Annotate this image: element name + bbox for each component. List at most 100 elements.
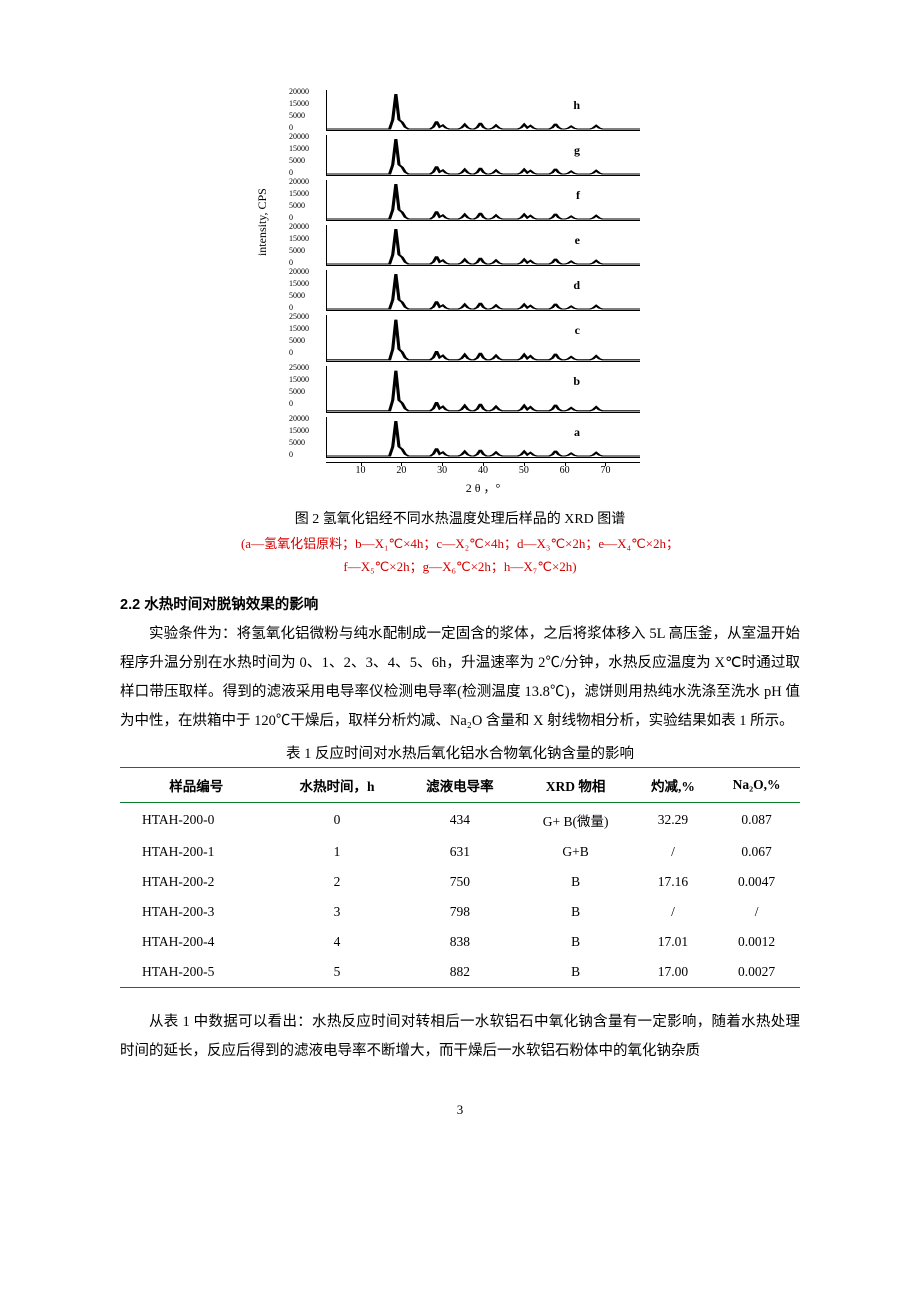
col-id: 样品编号 xyxy=(120,767,273,802)
xrd-panel-g: g200001500050000 xyxy=(326,135,640,176)
y-tick: 20000 xyxy=(289,88,309,96)
figure-legend-line2: f—X₅℃×2h；g—X₆℃×2h；h—X₇℃×2h) xyxy=(120,555,800,578)
paragraph-1: 实验条件为：将氢氧化铝微粉与纯水配制成一定固含的浆体，之后将浆体移入 5L 高压… xyxy=(120,620,800,736)
table-row: HTAH-200-55882B17.000.0027 xyxy=(120,957,800,988)
table-cell: 0.0047 xyxy=(713,867,800,897)
table-cell: G+ B(微量) xyxy=(518,802,632,837)
y-tick: 15000 xyxy=(289,427,309,435)
table-cell: HTAH-200-5 xyxy=(120,957,273,988)
col-time: 水热时间，h xyxy=(273,767,402,802)
table-cell: 32.29 xyxy=(633,802,713,837)
table-cell: 17.00 xyxy=(633,957,713,988)
col-phase: XRD 物相 xyxy=(518,767,632,802)
table-cell: / xyxy=(633,837,713,867)
y-tick: 15000 xyxy=(289,376,309,384)
table-cell: 0.0012 xyxy=(713,927,800,957)
y-tick: 0 xyxy=(289,349,293,357)
table-cell: HTAH-200-0 xyxy=(120,802,273,837)
x-axis: 102030405060702 θ ，° xyxy=(326,462,640,491)
y-tick: 5000 xyxy=(289,292,305,300)
x-tick: 30 xyxy=(437,465,447,476)
table-cell: B xyxy=(518,897,632,927)
y-tick: 5000 xyxy=(289,202,305,210)
section-title: 水热时间对脱钠效果的影响 xyxy=(144,597,318,613)
table-cell: 4 xyxy=(273,927,402,957)
table-cell: 434 xyxy=(401,802,518,837)
paragraph-2: 从表 1 中数据可以看出：水热反应时间对转相后一水软铝石中氧化钠含量有一定影响，… xyxy=(120,1008,800,1066)
y-tick: 0 xyxy=(289,400,293,408)
table-cell: 0.087 xyxy=(713,802,800,837)
y-tick: 20000 xyxy=(289,415,309,423)
y-tick: 5000 xyxy=(289,439,305,447)
y-tick: 15000 xyxy=(289,235,309,243)
table-cell: 0.0027 xyxy=(713,957,800,988)
col-cond: 滤液电导率 xyxy=(401,767,518,802)
table-cell: G+B xyxy=(518,837,632,867)
y-tick: 0 xyxy=(289,124,293,132)
table-cell: 750 xyxy=(401,867,518,897)
xrd-panel-c: c250001500050000 xyxy=(326,315,640,362)
section-number: 2.2 xyxy=(120,597,140,613)
page: intensity, CPS h200001500050000g20000150… xyxy=(0,0,920,1158)
xrd-figure: intensity, CPS h200001500050000g20000150… xyxy=(280,90,640,490)
table-cell: 17.16 xyxy=(633,867,713,897)
y-tick: 20000 xyxy=(289,178,309,186)
table-row: HTAH-200-33798B// xyxy=(120,897,800,927)
xrd-panel-a: a200001500050000 xyxy=(326,417,640,458)
page-number: 3 xyxy=(120,1102,800,1118)
figure-legend-line1: (a—氢氧化铝原料；b—X₁℃×4h；c—X₂℃×4h；d—X₃℃×2h；e—X… xyxy=(120,532,800,555)
y-axis-label: intensity, CPS xyxy=(255,188,270,256)
x-tick: 50 xyxy=(519,465,529,476)
y-tick: 0 xyxy=(289,451,293,459)
table-cell: 2 xyxy=(273,867,402,897)
table-cell: 631 xyxy=(401,837,518,867)
table-cell: B xyxy=(518,867,632,897)
y-tick: 0 xyxy=(289,169,293,177)
table-cell: HTAH-200-1 xyxy=(120,837,273,867)
x-tick: 10 xyxy=(356,465,366,476)
col-loi: 灼减,% xyxy=(633,767,713,802)
table-row: HTAH-200-00434G+ B(微量)32.290.087 xyxy=(120,802,800,837)
table-cell: HTAH-200-3 xyxy=(120,897,273,927)
y-tick: 5000 xyxy=(289,112,305,120)
table-row: HTAH-200-22750B17.160.0047 xyxy=(120,867,800,897)
table-cell: / xyxy=(633,897,713,927)
table-cell: 798 xyxy=(401,897,518,927)
table-cell: / xyxy=(713,897,800,927)
y-tick: 5000 xyxy=(289,157,305,165)
table-cell: HTAH-200-4 xyxy=(120,927,273,957)
table-body: HTAH-200-00434G+ B(微量)32.290.087HTAH-200… xyxy=(120,802,800,987)
y-tick: 0 xyxy=(289,259,293,267)
x-tick: 70 xyxy=(600,465,610,476)
table-cell: B xyxy=(518,927,632,957)
table-cell: HTAH-200-2 xyxy=(120,867,273,897)
table-cell: 882 xyxy=(401,957,518,988)
xrd-panel-b: b250001500050000 xyxy=(326,366,640,413)
y-tick: 15000 xyxy=(289,325,309,333)
figure-caption: 图 2 氢氧化铝经不同水热温度处理后样品的 XRD 图谱 xyxy=(120,508,800,528)
y-tick: 15000 xyxy=(289,280,309,288)
y-tick: 15000 xyxy=(289,100,309,108)
y-tick: 15000 xyxy=(289,145,309,153)
section-heading: 2.2 水热时间对脱钠效果的影响 xyxy=(120,593,800,614)
y-tick: 5000 xyxy=(289,337,305,345)
x-axis-label: 2 θ ，° xyxy=(466,479,501,496)
y-tick: 15000 xyxy=(289,190,309,198)
data-table: 样品编号 水热时间，h 滤液电导率 XRD 物相 灼减,% Na₂O,% HTA… xyxy=(120,767,800,988)
y-tick: 20000 xyxy=(289,268,309,276)
table-header-row: 样品编号 水热时间，h 滤液电导率 XRD 物相 灼减,% Na₂O,% xyxy=(120,767,800,802)
table-cell: 0.067 xyxy=(713,837,800,867)
table-cell: 0 xyxy=(273,802,402,837)
table-cell: 17.01 xyxy=(633,927,713,957)
table-cell: B xyxy=(518,957,632,988)
y-tick: 5000 xyxy=(289,247,305,255)
table-cell: 1 xyxy=(273,837,402,867)
y-tick: 5000 xyxy=(289,388,305,396)
xrd-panel-e: e200001500050000 xyxy=(326,225,640,266)
col-na: Na₂O,% xyxy=(713,767,800,802)
x-tick: 20 xyxy=(396,465,406,476)
table-cell: 838 xyxy=(401,927,518,957)
table-row: HTAH-200-11631G+B/0.067 xyxy=(120,837,800,867)
xrd-panel-d: d200001500050000 xyxy=(326,270,640,311)
xrd-panel-h: h200001500050000 xyxy=(326,90,640,131)
